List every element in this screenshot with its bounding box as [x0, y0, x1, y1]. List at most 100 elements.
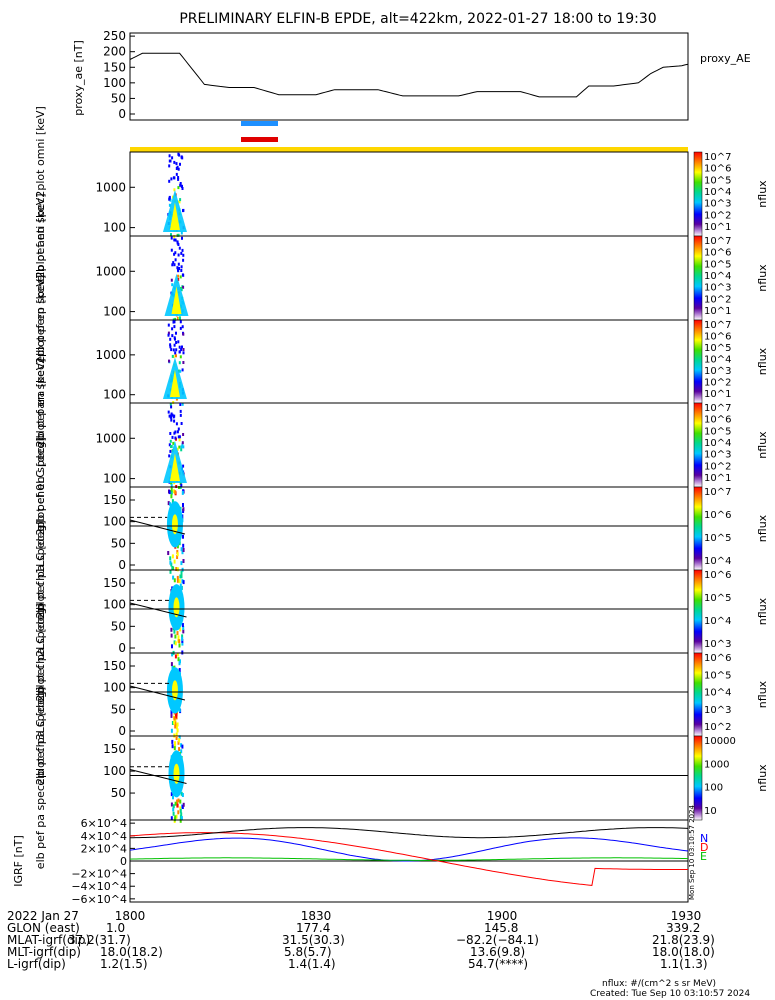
heatmap-cell [178, 747, 181, 752]
loss-cone-line [129, 519, 186, 535]
l-1900: 54.7(****) [468, 957, 529, 971]
heatmap-cell [182, 629, 185, 634]
colorbar-tick-label: 10^4 [704, 556, 731, 567]
heatmap-cell [176, 799, 179, 804]
igrf-ytick-label: −2×10^4 [71, 868, 127, 881]
colorbar [693, 151, 703, 237]
heatmap-cell [180, 791, 183, 796]
heatmap-cell [176, 447, 179, 451]
heatmap-cell [176, 567, 179, 572]
panel-ytick-label: 0 [118, 724, 126, 738]
heatmap-cell [170, 490, 173, 495]
heatmap-cell [182, 626, 185, 630]
panel-ylabel: elb pef pa spec2plot ch2LC [deg] [34, 603, 47, 785]
heatmap-cell [171, 652, 174, 657]
heatmap-cell [170, 177, 173, 181]
colorbar-tick-label: 10^2 [704, 294, 731, 305]
heatmap-blob [166, 654, 183, 740]
panel-ylabel: elb pef en spec2plot anti [keV] [34, 193, 47, 362]
heatmap-cell [170, 236, 173, 240]
colorbar-label: nflux [756, 680, 769, 708]
heatmap-cell [169, 502, 172, 507]
heatmap-cell [176, 728, 179, 733]
heatmap-cell [181, 641, 184, 646]
heatmap-cell [172, 575, 175, 580]
colorbar-tick-label: 10^1 [704, 222, 731, 233]
heatmap-cell [176, 550, 179, 554]
colorbar-tick-label: 10^7 [704, 320, 731, 331]
heatmap-cell [170, 633, 173, 638]
heatmap-cell [178, 345, 181, 349]
heatmap-cell [180, 812, 183, 817]
heatmap-cell [175, 422, 178, 426]
panel-ytick-label: 100 [103, 515, 126, 529]
igrf-legend-e: E [700, 850, 707, 863]
heatmap-cell [177, 740, 180, 745]
heatmap-cell [181, 443, 184, 447]
heatmap-cell [179, 482, 182, 485]
heatmap-cell [174, 436, 177, 440]
heatmap-cell [182, 580, 185, 585]
heatmap-cell [178, 153, 181, 157]
heatmap-cell [175, 714, 177, 719]
heatmap-cell [182, 361, 185, 364]
heatmap-cell [176, 575, 179, 580]
igrf-ytick-label: 6×10^4 [81, 817, 127, 830]
heatmap-cell [178, 579, 181, 584]
proxy-ae-legend: proxy_AE [700, 52, 751, 65]
heatmap-cell [178, 435, 181, 439]
heatmap-cell [182, 543, 185, 548]
heatmap-cell [176, 652, 179, 657]
panel-frame [129, 235, 689, 321]
heatmap-cell [178, 668, 181, 672]
colorbar-tick-label: 100 [704, 783, 723, 794]
colorbar-tick-label: 10^7 [704, 236, 731, 247]
row-label-date: 2022 Jan 27 [7, 909, 79, 923]
heatmap-cell [168, 164, 171, 168]
heatmap-cell [170, 248, 173, 252]
nflux-units-note: nflux: #/(cm^2 s sr MeV) [602, 979, 716, 989]
heatmap-cell [178, 708, 181, 713]
heatmap-cell [168, 454, 171, 458]
heatmap-cell [179, 413, 182, 417]
panel-ylabel: elb pef en spec2plot omni [keV] [34, 106, 47, 282]
panel-ylabel: elb pef pa spec2plot ch3LC [deg] [34, 687, 47, 869]
heatmap-cell [181, 325, 184, 329]
colorbar-tick-label: 10^1 [704, 389, 731, 400]
proxy-ae-ytick-label: 50 [111, 91, 126, 105]
heatmap-cell [173, 343, 176, 347]
heatmap-cell [170, 278, 173, 282]
colorbar-tick-label: 10^4 [704, 271, 731, 282]
heatmap-cell [170, 233, 172, 237]
figure-title: PRELIMINARY ELFIN-B EPDE, alt=422km, 202… [179, 11, 656, 27]
heatmap-cell [179, 369, 182, 373]
heatmap-cell [177, 262, 180, 266]
heatmap-cell [178, 541, 181, 546]
proxy-ae-ytick-label: 200 [103, 45, 126, 59]
panel-frame [129, 486, 689, 571]
yellow-marker-bar [130, 147, 688, 152]
igrf-e-line [129, 857, 689, 861]
heatmap-cell [180, 816, 183, 821]
heatmap-blob [162, 320, 187, 406]
glon-1800: 1.0 [106, 921, 126, 935]
colorbar-label: nflux [756, 597, 769, 625]
igrf-legend-d: D [700, 841, 708, 854]
heatmap-cell [175, 172, 178, 176]
colorbar-tick-label: 10^7 [704, 487, 731, 498]
heatmap-cell [177, 167, 180, 171]
panel-ytick-label: 150 [103, 493, 126, 507]
spectrogram-panel-1: elb pef en spec2plot omni [keV] 1000 100 10… [34, 106, 769, 282]
heatmap-cell [174, 634, 177, 639]
spectrogram-panel-2: elb pef en spec2plot anti [keV] 1000 100 10… [34, 193, 769, 362]
mlt-1830: 5.8(5.7) [284, 945, 332, 959]
heatmap-cell [172, 804, 175, 809]
igrf-ytick-label: −6×10^4 [71, 893, 127, 906]
panel-ytick-label: 50 [111, 702, 126, 716]
colorbar-tick-label: 10^3 [704, 366, 731, 377]
heatmap-cell [175, 732, 178, 737]
heatmap-cell [167, 501, 170, 506]
heatmap-cell [178, 361, 181, 365]
heatmap-cell [181, 248, 184, 252]
heatmap-cell [173, 263, 176, 267]
